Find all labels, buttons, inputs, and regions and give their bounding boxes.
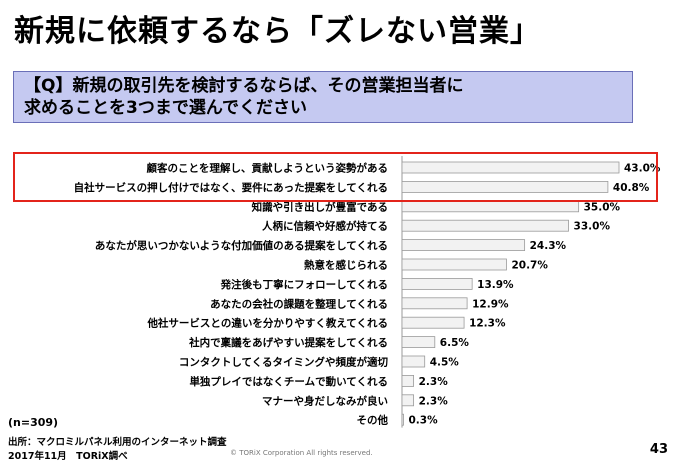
category-label-3: 人柄に信頼や好感が持てる — [262, 220, 388, 233]
category-label-4: あなたが思いつかないような付加価値のある提案をしてくれる — [95, 239, 388, 252]
category-label-11: 単独プレイではなくチームで動いてくれる — [189, 375, 388, 388]
category-label-7: あなたの会社の課題を整理してくれる — [210, 297, 388, 310]
bar-13 — [401, 413, 404, 426]
source-note: 出所：マクロミルパネル利用のインターネット調査 — [8, 437, 227, 448]
category-label-13: その他 — [357, 414, 389, 427]
bar-2 — [401, 200, 580, 213]
value-label-12: 2.3% — [419, 395, 449, 407]
bar-3 — [401, 219, 569, 232]
page-number: 43 — [649, 442, 668, 457]
value-label-0: 43.0% — [624, 163, 661, 175]
question-box: 【Q】新規の取引先を検討するならば、その営業担当者に 求めることを3つまで選んで… — [13, 71, 633, 123]
bar-10 — [401, 355, 426, 368]
value-label-10: 4.5% — [430, 357, 460, 369]
value-label-11: 2.3% — [419, 376, 449, 388]
bar-8 — [401, 316, 465, 329]
category-label-6: 発注後も丁寧にフォローしてくれる — [220, 278, 388, 291]
value-label-1: 40.8% — [613, 182, 650, 194]
bar-11 — [401, 374, 415, 387]
page-title: 新規に依頼するなら「ズレない営業」 — [14, 14, 541, 49]
copyright: © TORiX Corporation All rights reserved. — [230, 449, 373, 457]
category-label-10: コンタクトしてくるタイミングや頻度が適切 — [179, 356, 389, 369]
bar-9 — [401, 336, 436, 349]
bar-7 — [401, 297, 468, 310]
category-label-12: マナーや身だしなみが良い — [262, 394, 388, 407]
bar-1 — [401, 180, 609, 193]
survey-date-note: 2017年11月 TORiX調べ — [8, 451, 128, 462]
question-line-2: 求めることを3つまで選んでください — [24, 98, 307, 118]
bar-5 — [401, 258, 507, 271]
value-label-9: 6.5% — [440, 337, 470, 349]
value-label-5: 20.7% — [511, 260, 548, 272]
category-label-5: 熱意を感じられる — [304, 259, 388, 272]
bar-4 — [401, 239, 526, 252]
value-label-3: 33.0% — [574, 221, 611, 233]
value-label-8: 12.3% — [469, 318, 506, 330]
value-label-6: 13.9% — [477, 279, 514, 291]
value-label-4: 24.3% — [530, 240, 567, 252]
category-label-0: 顧客のことを理解し、貢献しようという姿勢がある — [147, 162, 389, 175]
category-label-8: 他社サービスとの違いを分かりやすく教えてくれる — [146, 317, 388, 330]
bar-12 — [401, 394, 415, 407]
category-label-9: 社内で稟議をあげやすい提案をしてくれる — [188, 336, 388, 349]
value-label-7: 12.9% — [472, 298, 509, 310]
sample-size: (n=309) — [8, 416, 59, 429]
category-label-1: 自社サービスの押し付けではなく、要件にあった提案をしてくれる — [74, 181, 388, 194]
bar-0 — [401, 161, 620, 174]
highlight-box — [13, 152, 658, 202]
value-label-13: 0.3% — [409, 415, 439, 427]
bar-6 — [401, 277, 473, 290]
category-label-2: 知識や引き出しが豊富である — [252, 200, 388, 213]
value-label-2: 35.0% — [584, 201, 621, 213]
question-line-1: 【Q】新規の取引先を検討するならば、その営業担当者に — [24, 76, 464, 96]
